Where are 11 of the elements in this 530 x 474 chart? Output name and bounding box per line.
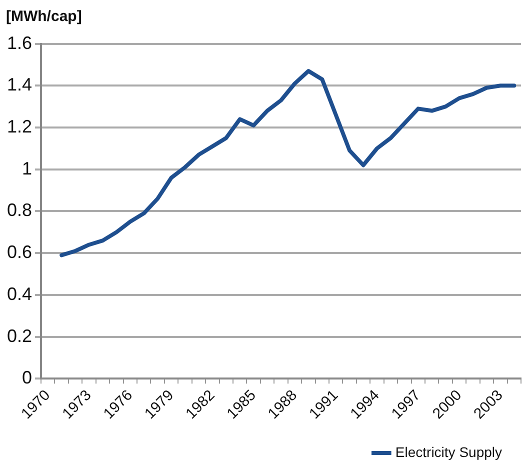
y-tick-label: 1.2 <box>6 116 32 136</box>
y-tick-label: 1.4 <box>6 74 32 95</box>
y-tick-label: 0 <box>22 368 32 388</box>
legend-label: Electricity Supply <box>395 444 502 460</box>
y-tick-label: 1.6 <box>6 32 32 53</box>
y-tick-label: 0.2 <box>6 326 32 346</box>
y-tick-label: 0.8 <box>6 200 32 220</box>
y-tick-label: 1 <box>22 158 32 178</box>
y-tick-label: 0.6 <box>6 242 32 262</box>
y-tick-label: 0.4 <box>6 284 32 304</box>
y-axis-title: [MWh/cap] <box>6 8 82 25</box>
